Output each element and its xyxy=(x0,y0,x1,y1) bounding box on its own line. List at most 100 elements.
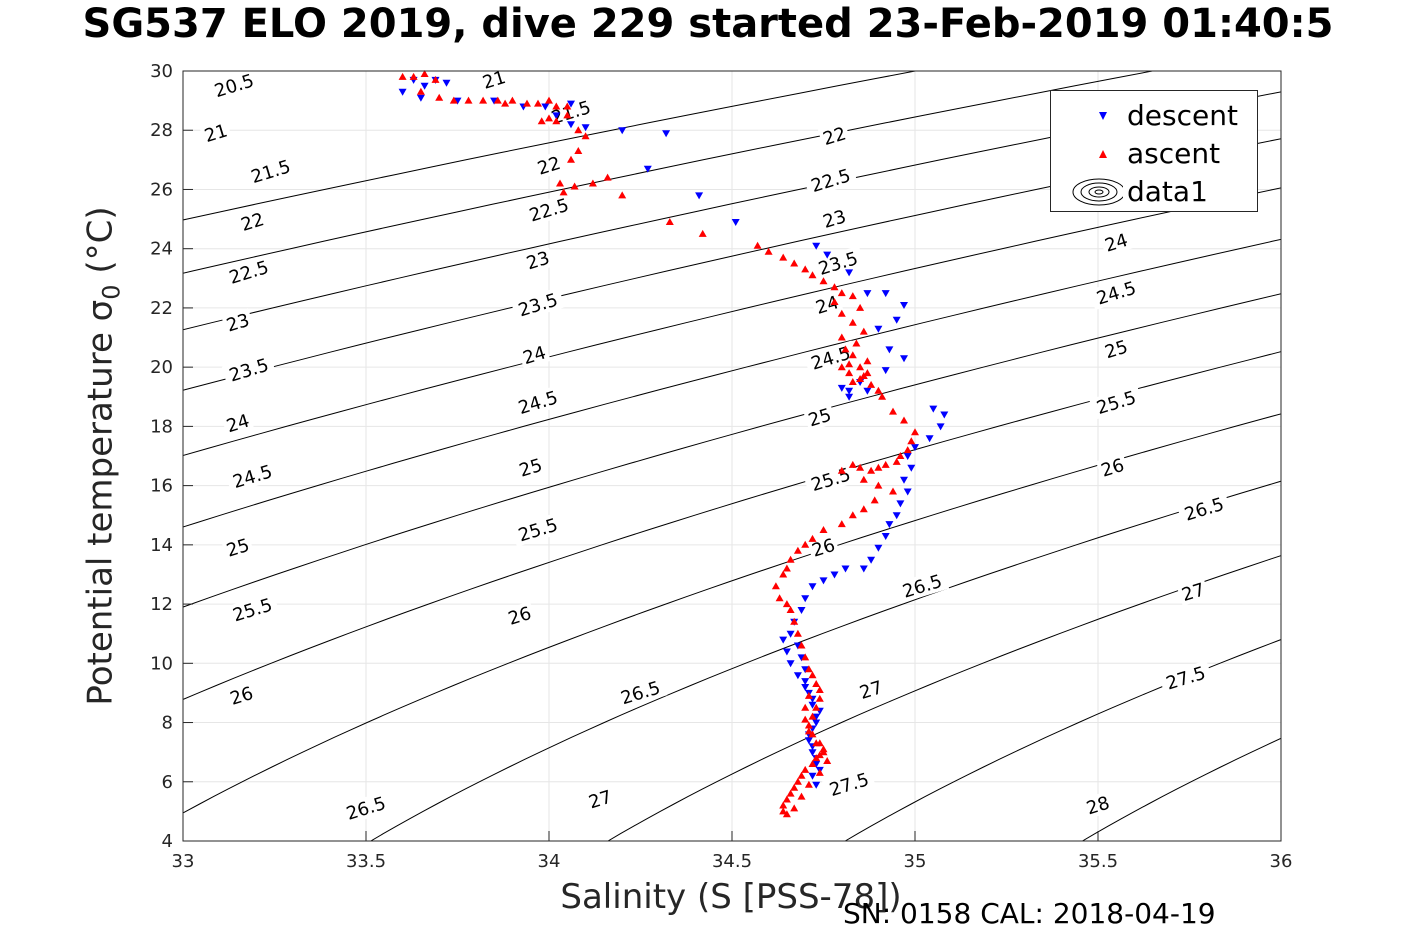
contour-label-bg xyxy=(243,153,298,189)
ascent-point xyxy=(537,117,546,125)
ascent-point xyxy=(900,416,908,424)
ascent-point xyxy=(588,179,597,187)
contour-label-bg xyxy=(207,67,262,103)
ascent-point xyxy=(574,147,583,154)
descent-point xyxy=(823,251,832,259)
ascent-point xyxy=(449,96,458,104)
descent-point xyxy=(695,192,704,200)
ascent-point xyxy=(804,780,813,788)
contour-label-bg xyxy=(477,65,511,94)
ascent-point xyxy=(812,754,821,762)
y-tick-label: 26 xyxy=(150,179,173,200)
ascent-point xyxy=(874,386,883,394)
contour-label-bg xyxy=(225,592,280,627)
ascent-point xyxy=(801,703,810,711)
contour-label-bg xyxy=(810,290,844,319)
y-axis-label-text: Potential temperature σ xyxy=(80,299,121,706)
y-axis-label: Potential temperature σ0 (°C) xyxy=(81,206,126,705)
contour-label-bg xyxy=(817,204,851,233)
contour-label-bg xyxy=(221,308,255,337)
ascent-point xyxy=(815,686,824,693)
contour-label: 23 xyxy=(221,308,255,337)
ascent-point xyxy=(830,298,839,305)
contour-label-bg xyxy=(221,408,255,438)
contour-ellipse-icon xyxy=(1072,178,1123,206)
descent-point xyxy=(812,242,821,250)
descent-point xyxy=(936,423,945,431)
axis-ticks: 33 33.5 34 34.5 35 35.5 36 4 6 8 10 12 14 16 18 20 22 24 2… xyxy=(150,61,1292,872)
contour-label-bg xyxy=(199,118,233,147)
ascent-point xyxy=(782,795,791,803)
contour-label-bg xyxy=(532,151,566,180)
contour-label-bg xyxy=(521,245,555,275)
ascent-point xyxy=(786,606,795,613)
ascent-point xyxy=(567,155,575,163)
ascent-point xyxy=(815,768,824,776)
ascent-point xyxy=(823,757,832,764)
ascent-point xyxy=(786,555,795,563)
ascent-point xyxy=(837,289,846,297)
ascent-point xyxy=(581,132,590,140)
descent-point xyxy=(845,393,854,401)
ascent-point xyxy=(790,804,799,812)
contour-label-bg xyxy=(817,121,851,150)
contour-label: 22 xyxy=(532,151,566,180)
descent-point xyxy=(618,127,627,135)
ascent-point xyxy=(848,351,857,359)
ascent-point xyxy=(753,241,762,249)
ascent-point xyxy=(808,671,817,679)
ascent-point xyxy=(790,783,799,791)
contour-label: 23.5 xyxy=(810,245,865,281)
descent-point xyxy=(797,607,806,614)
ascent-point xyxy=(812,680,821,687)
descent-point xyxy=(567,100,575,108)
descent-point xyxy=(453,97,462,105)
ascent-point xyxy=(493,96,502,104)
descent-point xyxy=(801,678,810,686)
contour-label-bg xyxy=(235,207,269,236)
ascent-point xyxy=(764,247,773,255)
ascent-point xyxy=(808,271,817,279)
ascent-point xyxy=(552,117,561,125)
ascent-point xyxy=(859,475,868,483)
descent-point xyxy=(845,387,854,395)
ascent-point xyxy=(416,87,425,95)
descent-point xyxy=(911,444,919,452)
contour-label-bg xyxy=(338,790,393,826)
ascent-point xyxy=(603,173,612,181)
ascent-point xyxy=(830,283,839,291)
ascent-point xyxy=(779,807,788,815)
descent-point xyxy=(581,124,590,132)
contour-label: 27 xyxy=(583,784,617,813)
ascent-point xyxy=(896,452,905,459)
ascent-point xyxy=(889,407,897,415)
y-tick-label: 4 xyxy=(162,831,173,852)
contour-label-bg xyxy=(510,512,565,547)
ascent-point xyxy=(790,259,799,267)
descent-point xyxy=(907,464,916,472)
ascent-point xyxy=(556,179,564,187)
ascent-point xyxy=(775,594,784,602)
isopycnal-25 xyxy=(369,480,1281,841)
descent-point xyxy=(782,648,791,656)
ascent-point xyxy=(848,511,857,519)
ascent-point xyxy=(874,481,883,489)
ascent-point xyxy=(545,96,553,104)
ascent-point xyxy=(859,505,868,513)
descent-point xyxy=(808,701,817,709)
descent-point xyxy=(812,713,821,721)
y-tick-label: 18 xyxy=(150,416,173,437)
x-tick-label: 34.5 xyxy=(712,851,752,872)
contour-label: 22.5 xyxy=(803,162,858,198)
descent-point xyxy=(863,290,872,298)
legend-label-data1: data1 xyxy=(1127,175,1208,208)
ascent-point xyxy=(819,277,828,285)
contour-label-bg xyxy=(510,287,565,322)
contour-label: 23 xyxy=(521,245,555,275)
descent-point xyxy=(896,500,905,508)
contour-label-bg xyxy=(810,245,865,281)
contour-label-bg xyxy=(1099,228,1133,257)
ascent-point xyxy=(801,653,810,661)
descent-point xyxy=(801,666,810,674)
contour-label-bg xyxy=(503,601,537,630)
